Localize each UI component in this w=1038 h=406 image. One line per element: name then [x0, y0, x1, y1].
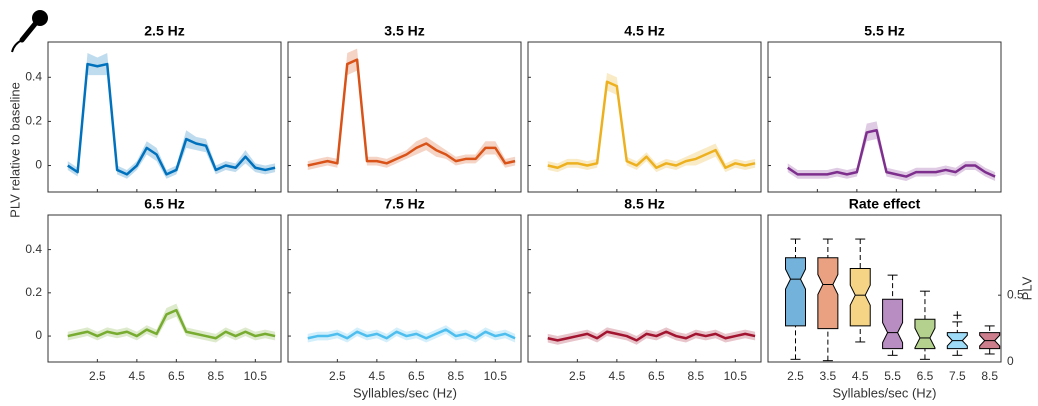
mic-cable	[11, 39, 23, 53]
x-tick-label: 8.5	[981, 369, 998, 383]
x-tick-label: 4.5	[129, 369, 146, 383]
panel-title: 4.5 Hz	[624, 23, 664, 39]
x-tick-label: 6.5	[168, 369, 185, 383]
panel-title: 6.5 Hz	[144, 196, 184, 212]
y-tick-label: 0.4	[25, 242, 42, 256]
x-tick-label: 10.5	[244, 369, 268, 383]
x-tick-label: 2.5	[329, 369, 346, 383]
series-line	[547, 330, 756, 342]
y-tick-label: 0.2	[25, 285, 42, 299]
x-tick-label: 8.5	[687, 369, 704, 383]
panel-title: 5.5 Hz	[864, 23, 904, 39]
x-tick-label: 10.5	[484, 369, 508, 383]
panel-title: Rate effect	[849, 196, 921, 212]
box	[785, 257, 807, 327]
panel-title: 8.5 Hz	[624, 196, 664, 212]
mic-handle	[19, 21, 38, 43]
plot-frame	[287, 41, 522, 193]
x-axis-label: Syllables/sec (Hz)	[832, 385, 936, 400]
x-tick-label: 7.5	[949, 369, 966, 383]
x-tick-label: 2.5	[89, 369, 106, 383]
y-tick-label: 0.5	[1007, 287, 1024, 301]
y-tick-label: 0	[35, 158, 42, 172]
x-tick-label: 4.5	[369, 369, 386, 383]
series-line	[67, 62, 276, 176]
y-axis-label: PLV	[1019, 276, 1034, 300]
plot-frame	[527, 41, 762, 193]
plot-frame	[47, 214, 282, 363]
y-axis-label: PLV relative to baseline	[7, 82, 22, 218]
y-tick-label: 0.4	[25, 69, 42, 83]
panel-title: 7.5 Hz	[384, 196, 424, 212]
x-tick-label: 10.5	[724, 369, 748, 383]
box	[849, 267, 871, 327]
x-tick-label: 6.5	[408, 369, 425, 383]
plot-frame	[287, 214, 522, 363]
series-line	[67, 308, 276, 340]
x-axis-label: Syllables/sec (Hz)	[353, 385, 457, 400]
series-line	[547, 80, 756, 169]
x-tick-label: 2.5	[569, 369, 586, 383]
x-tick-label: 5.5	[884, 369, 901, 383]
box	[817, 257, 839, 330]
box	[914, 318, 936, 350]
x-tick-label: 4.5	[609, 369, 626, 383]
panel-title: 2.5 Hz	[144, 23, 184, 39]
x-tick-label: 8.5	[447, 369, 464, 383]
series-line	[307, 58, 516, 167]
series-line	[787, 128, 996, 178]
microphone-icon	[11, 10, 48, 53]
x-tick-label: 6.5	[648, 369, 665, 383]
x-tick-label: 4.5	[852, 369, 869, 383]
series-line	[307, 328, 516, 340]
outlier	[953, 311, 962, 320]
y-tick-label: 0.2	[25, 114, 42, 128]
x-tick-label: 2.5	[787, 369, 804, 383]
y-tick-label: 0	[1007, 354, 1014, 368]
box	[882, 298, 904, 350]
x-tick-label: 6.5	[917, 369, 934, 383]
panel-title: 3.5 Hz	[384, 23, 424, 39]
x-tick-label: 8.5	[207, 369, 224, 383]
x-tick-label: 3.5	[820, 369, 837, 383]
y-tick-label: 0	[35, 328, 42, 342]
